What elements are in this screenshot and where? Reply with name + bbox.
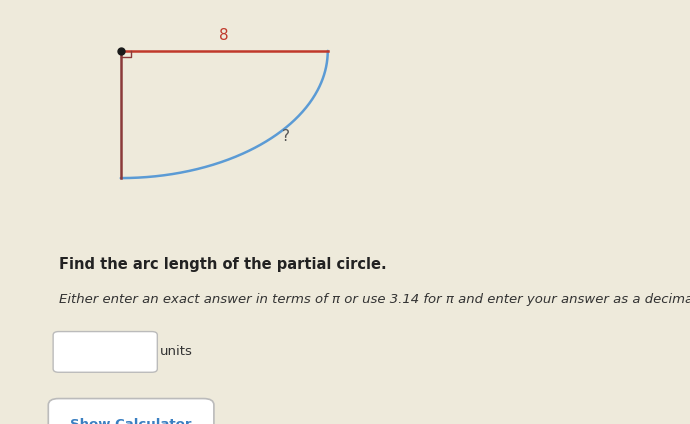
FancyBboxPatch shape — [48, 399, 214, 424]
Text: Either enter an exact answer in terms of π or use 3.14 for π and enter your answ: Either enter an exact answer in terms of… — [59, 293, 690, 306]
Text: ?: ? — [282, 129, 290, 144]
Text: Show Calculator: Show Calculator — [70, 418, 192, 424]
Text: 8: 8 — [219, 28, 229, 43]
Text: units: units — [160, 346, 193, 358]
Text: Find the arc length of the partial circle.: Find the arc length of the partial circl… — [59, 257, 386, 271]
FancyBboxPatch shape — [53, 332, 157, 372]
